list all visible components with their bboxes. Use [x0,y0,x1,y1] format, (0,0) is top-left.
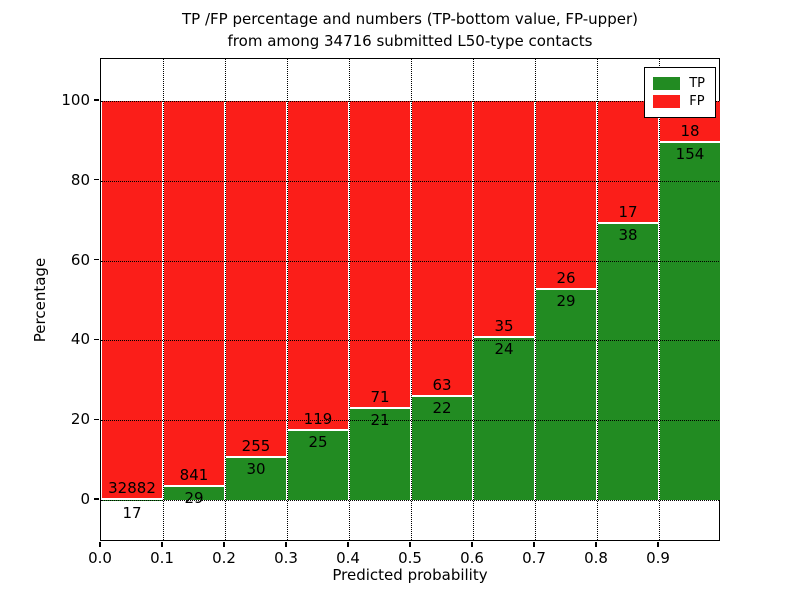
x-tick-mark [533,542,535,547]
vertical-gridline [411,59,412,540]
tp-count-label: 29 [184,488,204,507]
fp-color-swatch [653,95,681,108]
x-tick-label: 0.4 [336,549,360,567]
y-tick-mark [94,99,99,101]
tp-count-label: 22 [432,398,452,417]
fp-count-label: 63 [432,375,452,394]
vertical-gridline [597,59,598,540]
horizontal-gridline [101,500,719,502]
y-tick-label: 60 [70,250,90,269]
x-tick-label: 0.1 [150,549,174,567]
chart-title-line1: TP /FP percentage and numbers (TP-bottom… [182,10,638,28]
fp-bar-segment [536,100,596,290]
y-tick-mark [94,258,99,261]
x-tick-mark [99,542,101,547]
chart-title-line2: from among 34716 submitted L50-type cont… [227,32,593,50]
x-tick-mark [595,542,597,547]
x-tick-label: 0.0 [88,549,112,567]
legend-label-tp: TP [689,76,705,91]
x-tick-label: 0.8 [584,549,608,567]
x-tick-mark [657,542,659,547]
tp-bar-segment [474,337,534,501]
fp-bar-segment [226,100,286,459]
x-tick-label: 0.6 [460,549,484,567]
fp-bar-segment [598,100,658,225]
vertical-gridline [225,59,226,540]
vertical-gridline [163,59,164,540]
horizontal-gridline [101,340,719,342]
y-tick-mark [94,498,99,500]
fp-count-label: 841 [179,465,209,484]
legend-label-fp: FP [689,94,705,109]
tp-bar-segment [226,458,286,501]
tp-count-label: 38 [618,226,638,245]
x-tick-mark [471,542,473,547]
x-tick-mark [161,542,163,547]
vertical-gridline [473,59,474,540]
vertical-gridline [535,59,536,540]
y-axis-title: Percentage [31,257,49,343]
legend-item-fp: FP [653,94,705,109]
x-tick-mark [223,542,225,547]
fp-bar-segment [164,100,224,487]
tp-bar-segment [288,430,348,501]
fp-bar-segment [474,100,534,338]
fp-count-label: 18 [680,121,700,140]
x-tick-label: 0.5 [398,549,422,567]
fp-count-label: 26 [556,268,576,287]
x-tick-label: 0.2 [212,549,236,567]
vertical-gridline [659,59,660,540]
tp-count-label: 30 [246,460,266,479]
y-tick-mark [94,338,99,341]
plot-area: 32882 17 841 29 255 30 119 25 71 21 63 22 35 24 26 29 17… [100,58,720,541]
fp-count-label: 71 [370,387,390,406]
x-tick-mark [347,542,349,547]
legend-item-tp: TP [653,76,705,91]
tp-bar-segment [412,396,472,501]
vertical-gridline [349,59,350,540]
tp-bar-segment [350,408,410,501]
tp-count-label: 24 [494,339,514,358]
tp-bar-segment [598,224,658,501]
tp-color-swatch [653,77,681,90]
fp-bar-segment [288,100,348,431]
fp-bar-segment [102,100,162,500]
y-tick-label: 40 [70,330,90,349]
x-tick-mark [285,542,287,547]
legend: TP FP [644,67,716,118]
y-tick-mark [94,418,99,420]
fp-bar-segment [350,100,410,409]
fp-count-label: 255 [241,437,271,456]
fp-bar-segment [412,100,472,397]
fp-count-label: 17 [618,203,638,222]
x-tick-label: 0.9 [646,549,670,567]
tp-count-label: 154 [675,144,705,163]
y-tick-label: 0 [80,490,90,509]
x-axis-title: Predicted probability [332,566,488,584]
tp-bar-segment [660,142,720,501]
horizontal-gridline [101,180,719,182]
tp-count-label: 17 [122,504,142,523]
y-tick-label: 100 [61,90,90,109]
horizontal-gridline [101,100,719,102]
x-tick-mark [409,542,411,547]
horizontal-gridline [101,260,719,262]
tp-count-label: 21 [370,410,390,429]
fp-count-label: 32882 [108,478,156,497]
y-tick-mark [94,178,99,181]
fp-count-label: 35 [494,316,514,335]
x-tick-label: 0.7 [522,549,546,567]
tp-bar-segment [536,289,596,501]
tp-count-label: 25 [308,432,328,451]
vertical-gridline [287,59,288,540]
horizontal-gridline [101,420,719,422]
y-tick-label: 80 [70,170,90,189]
tp-bar-segment [164,486,224,501]
x-tick-label: 0.3 [274,549,298,567]
y-tick-label: 20 [70,410,90,429]
fp-count-label: 119 [303,409,333,428]
tp-count-label: 29 [556,291,576,310]
